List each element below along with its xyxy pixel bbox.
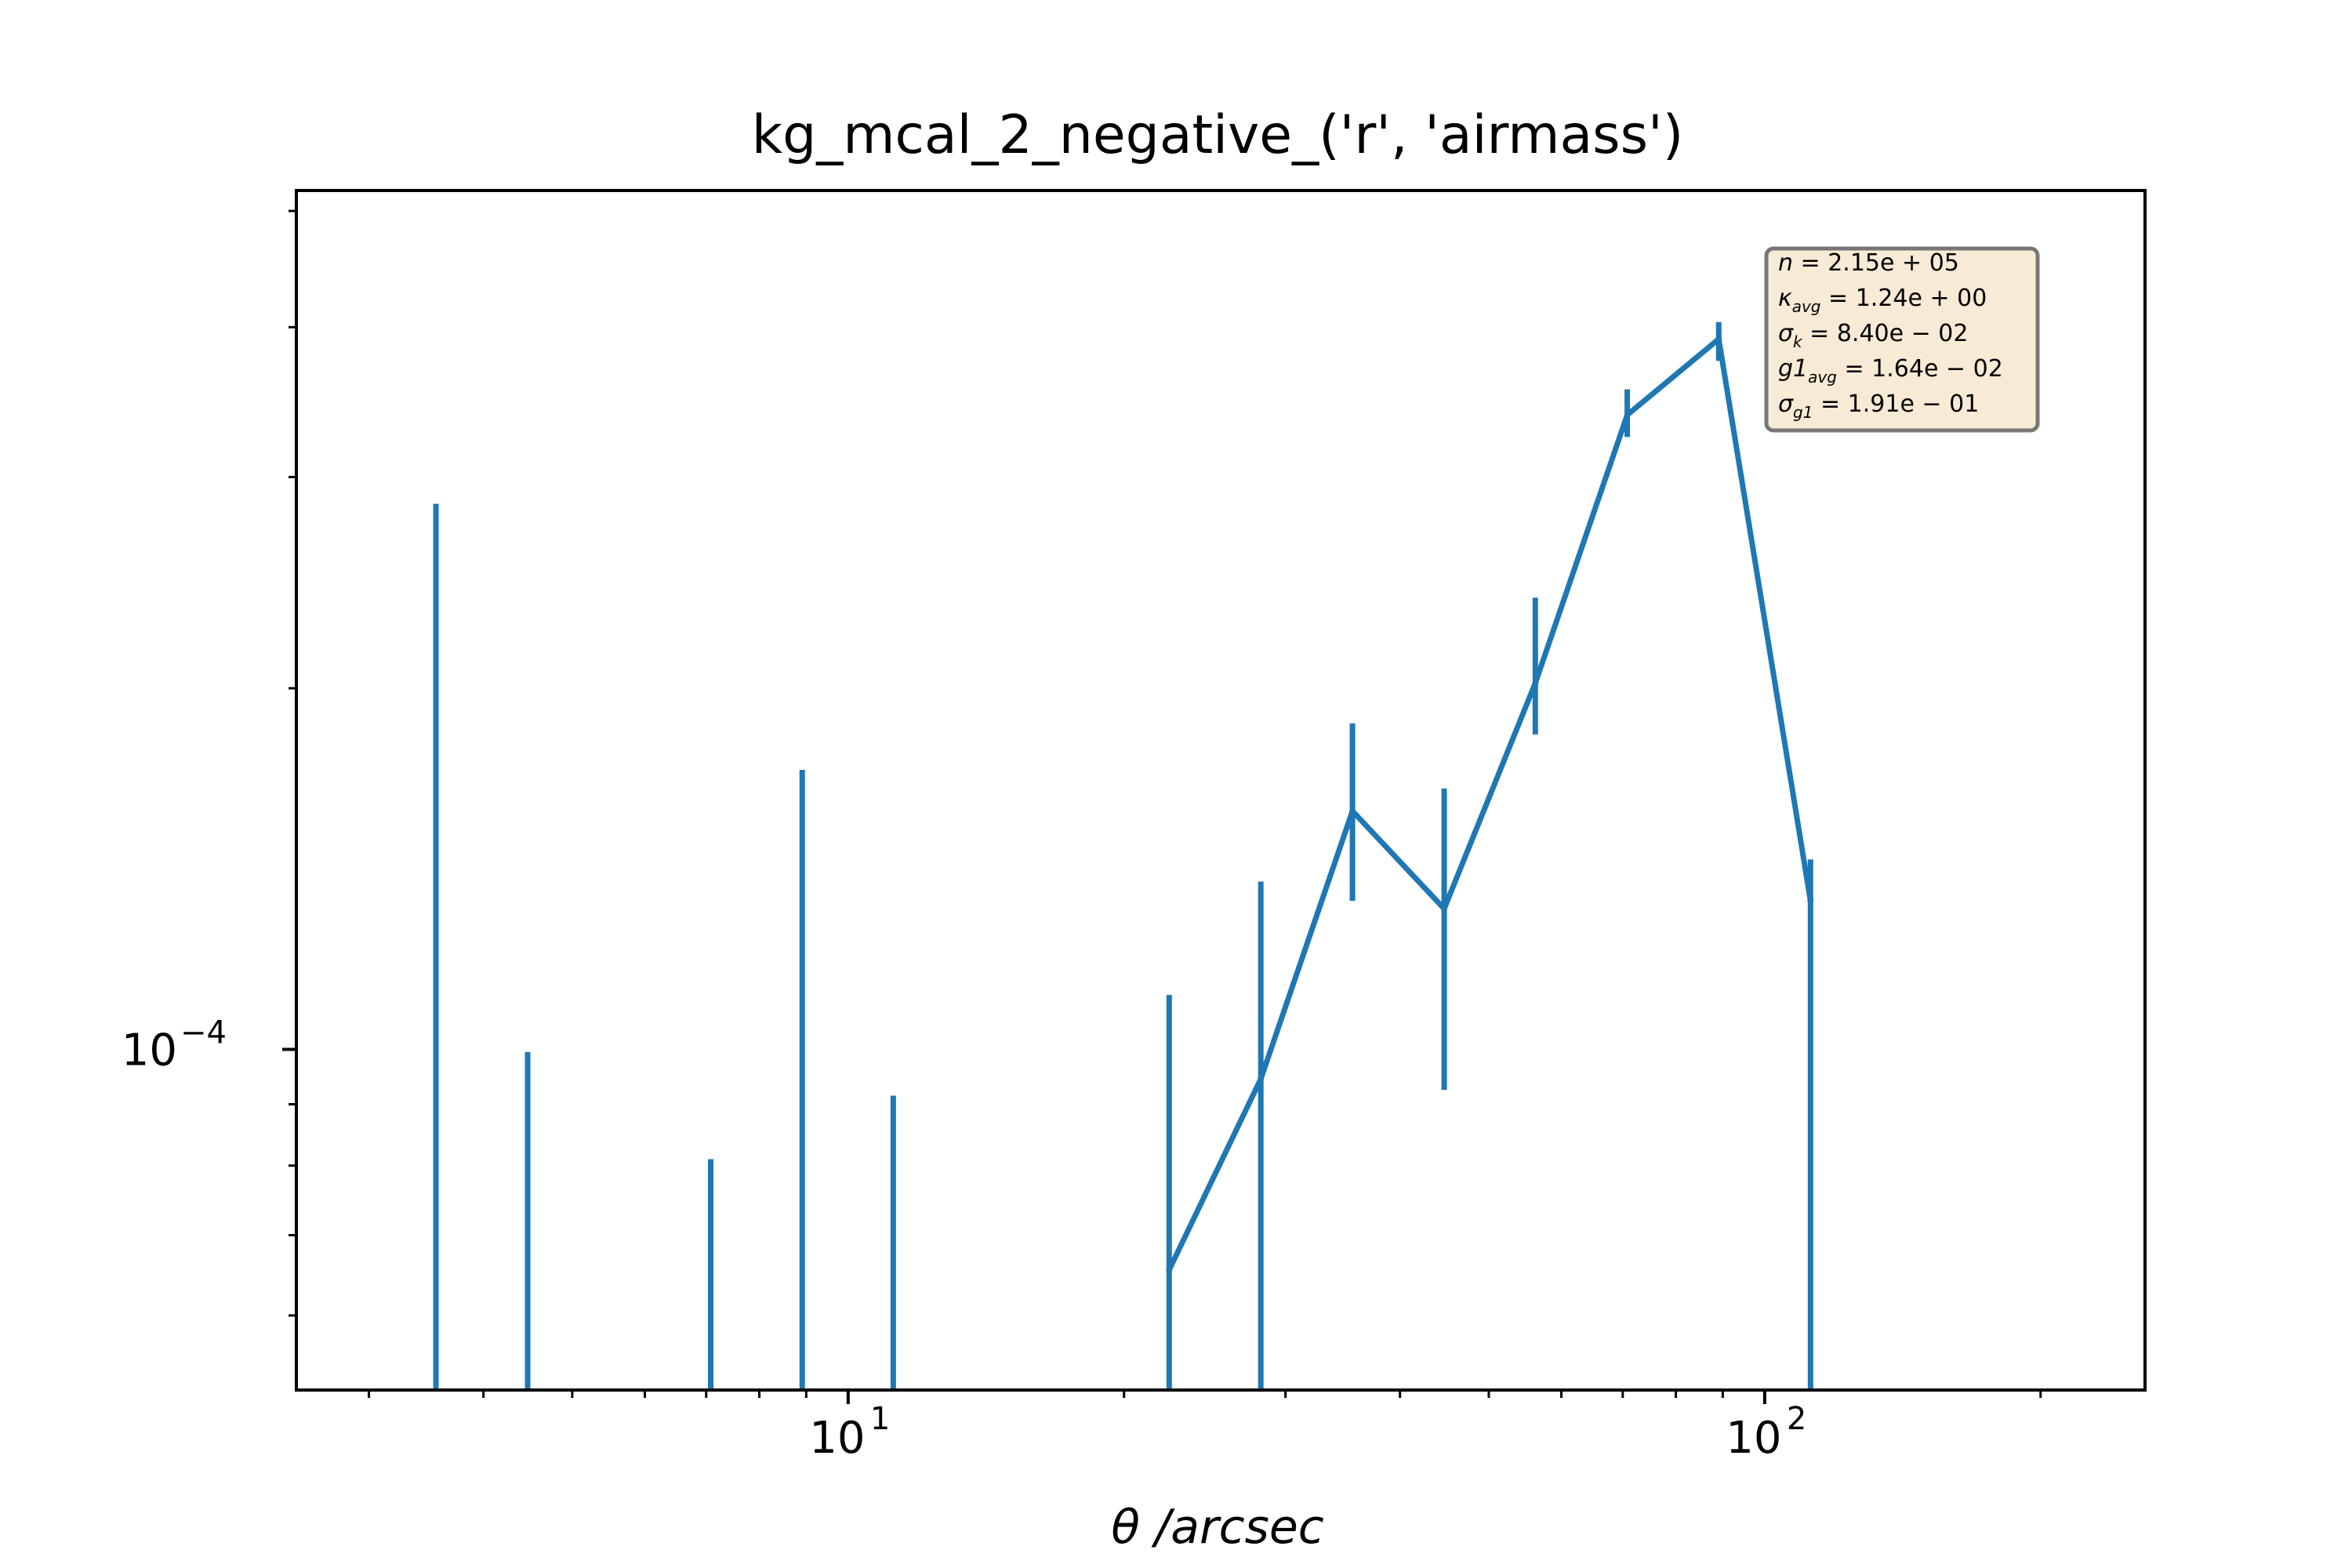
- plot-area: [433, 321, 1814, 1390]
- stats-line-0: n = 2.15e + 05: [1778, 249, 1959, 277]
- x-axis-label: θ /arcsec: [1111, 1500, 1324, 1555]
- data-point-1: [1258, 1076, 1265, 1083]
- stats-subscript-1: avg: [1792, 297, 1821, 316]
- stats-subscript-4: g1: [1793, 403, 1813, 422]
- x-tick-label-0: 10: [809, 1413, 865, 1464]
- data-point-3: [1441, 906, 1448, 913]
- x-tick-exponent-0: 1: [870, 1401, 890, 1437]
- y-tick-exponent-0: −4: [180, 1014, 227, 1051]
- data-point-4: [1532, 680, 1539, 687]
- stats-value-3: = 1.64e − 02: [1837, 355, 2003, 383]
- y-tick-label-0: 10: [122, 1025, 177, 1076]
- data-point-7: [1807, 897, 1814, 904]
- stats-box-frame: [1764, 246, 2040, 433]
- stats-symbol-0: n: [1778, 249, 1793, 277]
- stats-symbol-3: g1: [1778, 355, 1808, 383]
- series-line-0: [1167, 336, 1813, 1272]
- axis-ticks: 10 1 10 210 −4: [122, 209, 2042, 1464]
- stats-value-1: = 1.24e + 00: [1820, 285, 1987, 312]
- stats-subscript-3: avg: [1808, 368, 1837, 387]
- chart-title: kg_mcal_2_negative_('r', 'airmass'): [752, 104, 1684, 166]
- stats-symbol-4: σ: [1778, 390, 1794, 418]
- stats-line-2: σk = 8.40e − 02: [1778, 320, 1968, 351]
- stats-value-4: = 1.91e − 01: [1813, 390, 1979, 418]
- x-tick-exponent-1: 2: [1787, 1401, 1806, 1437]
- axes-frame: [295, 189, 2147, 1392]
- stats-value-2: = 8.40e − 02: [1802, 320, 1969, 347]
- stats-line-3: g1avg = 1.64e − 02: [1778, 355, 2003, 387]
- stats-line-4: σg1 = 1.91e − 01: [1778, 390, 1979, 422]
- data-point-2: [1349, 808, 1356, 815]
- stats-value-0: = 2.15e + 05: [1793, 249, 1959, 277]
- data-point-6: [1715, 336, 1722, 343]
- stats-symbol-1: κ: [1778, 285, 1792, 312]
- stats-subscript-2: k: [1793, 332, 1803, 351]
- stats-line-1: κavg = 1.24e + 00: [1778, 285, 1987, 316]
- stats-symbol-2: σ: [1778, 320, 1794, 347]
- data-point-0: [1166, 1266, 1173, 1273]
- x-tick-label-1: 10: [1726, 1413, 1781, 1464]
- data-point-5: [1624, 412, 1631, 419]
